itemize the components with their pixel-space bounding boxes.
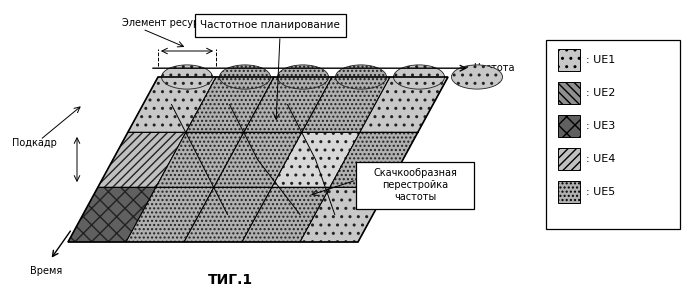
Ellipse shape (452, 65, 503, 89)
Ellipse shape (394, 65, 445, 89)
Ellipse shape (161, 65, 212, 89)
Text: Время: Время (30, 266, 62, 276)
FancyBboxPatch shape (558, 148, 580, 170)
Text: Частота: Частота (473, 63, 514, 73)
Polygon shape (330, 132, 418, 187)
Text: : UE2: : UE2 (586, 88, 615, 98)
Text: : UE4: : UE4 (586, 154, 615, 164)
Text: Элемент ресурсов: Элемент ресурсов (122, 18, 217, 28)
Ellipse shape (336, 65, 387, 89)
Polygon shape (68, 187, 156, 242)
Polygon shape (184, 187, 272, 242)
Polygon shape (272, 132, 360, 187)
Polygon shape (302, 77, 390, 132)
Text: Частотное планирование: Частотное планирование (200, 20, 340, 30)
Text: : UE1: : UE1 (586, 55, 615, 65)
Ellipse shape (278, 65, 329, 89)
FancyBboxPatch shape (194, 14, 345, 37)
Polygon shape (244, 77, 332, 132)
FancyBboxPatch shape (558, 82, 580, 104)
Polygon shape (98, 132, 186, 187)
Polygon shape (126, 187, 214, 242)
Ellipse shape (219, 65, 271, 89)
Polygon shape (300, 187, 388, 242)
FancyBboxPatch shape (558, 49, 580, 71)
Text: : UE3: : UE3 (586, 121, 615, 131)
FancyBboxPatch shape (558, 115, 580, 137)
Text: ΤИГ.1: ΤИГ.1 (208, 273, 252, 287)
Polygon shape (214, 132, 302, 187)
FancyBboxPatch shape (356, 162, 474, 209)
FancyBboxPatch shape (558, 181, 580, 203)
FancyBboxPatch shape (546, 40, 680, 229)
Text: Подкадр: Подкадр (12, 138, 57, 148)
Text: Скачкообразная
перестройка
частоты: Скачкообразная перестройка частоты (373, 168, 457, 202)
Text: : UE5: : UE5 (586, 187, 615, 197)
Polygon shape (360, 77, 448, 132)
Polygon shape (128, 77, 216, 132)
Polygon shape (156, 132, 244, 187)
Polygon shape (242, 187, 330, 242)
Polygon shape (186, 77, 274, 132)
